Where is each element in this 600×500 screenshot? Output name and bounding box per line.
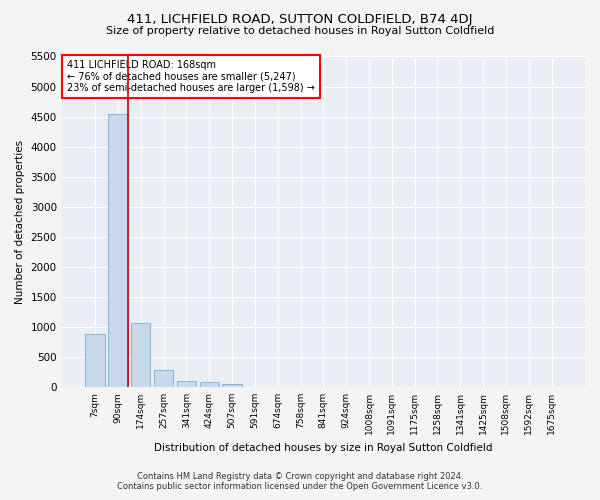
Bar [131,324,151,387]
Text: Contains HM Land Registry data © Crown copyright and database right 2024.
Contai: Contains HM Land Registry data © Crown c… [118,472,482,491]
X-axis label: Distribution of detached houses by size in Royal Sutton Coldfield: Distribution of detached houses by size … [154,442,493,452]
Bar [154,370,173,387]
Bar [108,114,128,387]
Text: 411, LICHFIELD ROAD, SUTTON COLDFIELD, B74 4DJ: 411, LICHFIELD ROAD, SUTTON COLDFIELD, B… [127,12,473,26]
Text: Size of property relative to detached houses in Royal Sutton Coldfield: Size of property relative to detached ho… [106,26,494,36]
Y-axis label: Number of detached properties: Number of detached properties [15,140,25,304]
Bar [85,334,105,387]
Bar [177,381,196,387]
Bar [200,382,219,387]
Text: 411 LICHFIELD ROAD: 168sqm
← 76% of detached houses are smaller (5,247)
23% of s: 411 LICHFIELD ROAD: 168sqm ← 76% of deta… [67,60,315,93]
Bar [223,384,242,387]
